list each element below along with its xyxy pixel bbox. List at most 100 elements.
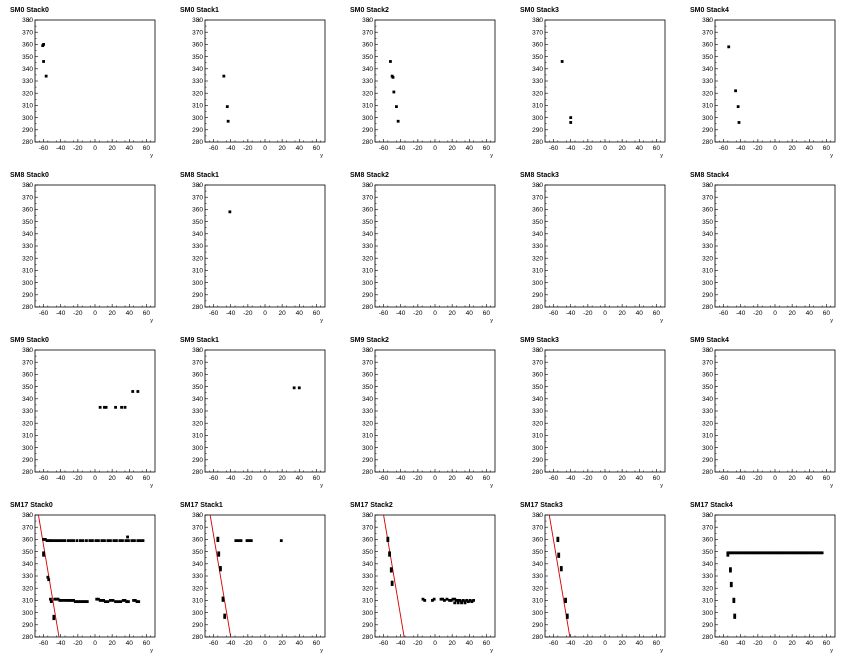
x-tick-label: 0	[603, 310, 607, 317]
data-point	[119, 600, 123, 604]
y-tick-label: 280	[192, 304, 203, 311]
chart-title: SM8 Stack1	[180, 172, 219, 179]
data-point	[75, 600, 79, 604]
y-tick-label: 300	[22, 115, 33, 122]
y-tick-label: 350	[22, 54, 33, 61]
y-tick-label: 350	[532, 219, 543, 226]
y-tick-label: 360	[22, 42, 33, 49]
y-tick-label: 330	[532, 243, 543, 250]
y-tick-label: 280	[532, 469, 543, 476]
x-tick-label: 0	[93, 310, 97, 317]
plot-area	[727, 45, 741, 124]
y-tick-label: 380	[532, 347, 543, 354]
x-tick-label: 20	[279, 640, 287, 647]
x-tick-label: 40	[636, 475, 644, 482]
x-tick-label: -40	[566, 310, 576, 317]
chart-panel: SM17 Stack2 280 290 300 310 320 330 340 350 360 37…	[348, 497, 518, 661]
chart-panel: SM8 Stack4 280 290 300 310 320 330 340 350 360 370…	[688, 167, 851, 331]
track-fit-line	[383, 515, 405, 637]
data-point	[798, 551, 802, 555]
x-tick-label: -60	[379, 475, 389, 482]
y-axis-label: x	[27, 18, 30, 24]
data-point	[115, 539, 118, 543]
data-point	[97, 597, 100, 601]
data-point	[801, 551, 805, 555]
y-tick-label: 380	[22, 512, 33, 519]
y-tick-label: 300	[192, 115, 203, 122]
y-axis-label: x	[197, 18, 200, 24]
data-point	[456, 601, 460, 605]
x-tick-label: 20	[109, 475, 117, 482]
y-tick-label: 330	[702, 573, 713, 580]
x-tick-label: 20	[789, 145, 797, 152]
plot-frame	[204, 514, 326, 638]
x-tick-label: 40	[806, 475, 814, 482]
chart-svg: SM0 Stack4 280 290 300 310 320 330 340 350 360 370…	[690, 7, 836, 159]
data-point	[65, 599, 69, 602]
data-point	[63, 539, 67, 543]
y-tick-label: 320	[192, 420, 203, 427]
y-tick-label: 320	[192, 585, 203, 592]
x-tick-label: 20	[279, 145, 287, 152]
y-tick-label: 350	[702, 549, 713, 556]
data-point	[121, 539, 124, 543]
x-tick-label: -60	[39, 145, 49, 152]
data-point	[777, 551, 781, 555]
y-tick-label: 290	[22, 622, 33, 629]
x-tick-label: -60	[39, 475, 49, 482]
y-axis-label: x	[707, 183, 710, 189]
x-axis-label: y	[830, 648, 833, 654]
data-point	[810, 551, 814, 555]
y-tick-label: 320	[22, 90, 33, 97]
y-tick-label: 330	[22, 78, 33, 85]
data-point	[133, 599, 137, 602]
y-tick-label: 340	[192, 66, 203, 73]
y-tick-label: 340	[362, 396, 373, 403]
data-point	[42, 551, 45, 555]
chart-title: SM9 Stack0	[10, 337, 49, 344]
x-tick-label: 40	[466, 475, 474, 482]
data-point	[731, 551, 735, 555]
x-tick-label: 40	[466, 310, 474, 317]
y-tick-label: 290	[702, 622, 713, 629]
data-point	[389, 60, 392, 63]
data-point	[468, 599, 472, 602]
data-point	[125, 600, 129, 604]
x-tick-label: -20	[413, 640, 423, 647]
data-point	[225, 105, 229, 109]
chart-svg: SM17 Stack3 280 290 300 310 320 330 340 350 360 37…	[520, 502, 666, 654]
x-tick-label: -40	[226, 145, 236, 152]
y-tick-label: 300	[362, 610, 373, 617]
y-tick-label: 340	[22, 561, 33, 568]
chart-svg: SM0 Stack0 280 290 300 310 320 330 340 350 360 370…	[10, 7, 156, 159]
y-tick-label: 290	[702, 292, 713, 299]
chart-title: SM17 Stack0	[10, 502, 53, 509]
y-tick-label: 310	[22, 268, 33, 275]
x-tick-label: -60	[719, 640, 729, 647]
y-axis-label: x	[537, 348, 540, 354]
chart-title: SM8 Stack3	[520, 172, 559, 179]
data-point	[216, 539, 220, 543]
chart-panel: SM17 Stack1 280 290 300 310 320 330 340 350 360 37…	[178, 497, 348, 661]
data-point	[279, 539, 283, 543]
y-tick-label: 360	[702, 42, 713, 49]
y-tick-label: 370	[532, 524, 543, 531]
data-point	[565, 613, 569, 617]
data-point	[791, 551, 795, 555]
y-tick-label: 330	[192, 408, 203, 415]
chart-title: SM0 Stack1	[180, 7, 219, 14]
chart-panel: SM0 Stack0 280 290 300 310 320 330 340 350 360 370…	[8, 2, 178, 166]
y-tick-label: 340	[702, 66, 713, 73]
x-tick-label: -60	[39, 640, 49, 647]
y-axis-label: x	[197, 513, 200, 519]
y-tick-label: 360	[532, 537, 543, 544]
chart-svg: SM17 Stack2 280 290 300 310 320 330 340 350 360 37…	[350, 502, 496, 654]
y-tick-label: 360	[702, 537, 713, 544]
data-point	[103, 539, 106, 543]
data-point	[123, 599, 127, 602]
y-tick-label: 370	[362, 29, 373, 36]
y-tick-label: 380	[702, 182, 713, 189]
data-point	[53, 597, 57, 601]
data-point	[453, 597, 457, 601]
y-tick-label: 320	[532, 90, 543, 97]
